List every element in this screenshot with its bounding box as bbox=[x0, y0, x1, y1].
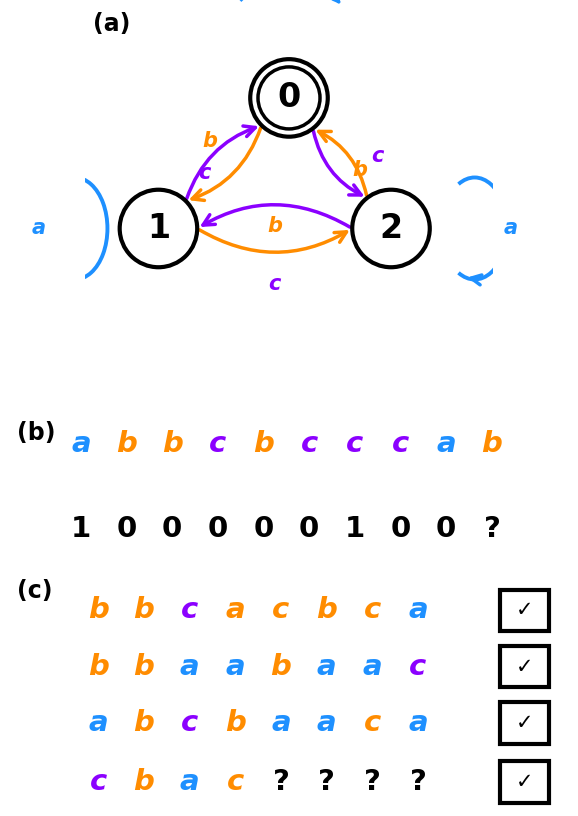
Text: (a): (a) bbox=[93, 12, 131, 36]
Text: a: a bbox=[317, 709, 336, 737]
Text: c: c bbox=[269, 274, 281, 295]
Text: c: c bbox=[392, 430, 409, 458]
Bar bbox=[500, 702, 549, 744]
Text: b: b bbox=[203, 131, 218, 152]
Text: b: b bbox=[267, 215, 282, 236]
Text: 1: 1 bbox=[147, 212, 170, 245]
Text: 1: 1 bbox=[71, 515, 91, 543]
Text: c: c bbox=[198, 162, 211, 183]
Text: ✓: ✓ bbox=[516, 657, 533, 676]
Text: ✓: ✓ bbox=[516, 772, 533, 792]
Text: a: a bbox=[180, 768, 199, 796]
Bar bbox=[500, 589, 549, 632]
Text: 0: 0 bbox=[299, 515, 320, 543]
Text: c: c bbox=[227, 768, 244, 796]
Text: (b): (b) bbox=[17, 421, 56, 445]
Text: b: b bbox=[116, 430, 137, 458]
Text: b: b bbox=[225, 709, 246, 737]
Text: b: b bbox=[88, 653, 109, 681]
Text: b: b bbox=[253, 430, 274, 458]
Text: 2: 2 bbox=[379, 212, 402, 245]
Text: c: c bbox=[364, 709, 381, 737]
Text: a: a bbox=[271, 709, 291, 737]
Text: ✓: ✓ bbox=[516, 713, 533, 733]
Text: ?: ? bbox=[272, 768, 290, 796]
Text: c: c bbox=[272, 596, 290, 624]
Bar bbox=[500, 761, 549, 803]
Text: b: b bbox=[134, 709, 154, 737]
Text: 1: 1 bbox=[344, 515, 365, 543]
Text: a: a bbox=[436, 430, 456, 458]
Text: b: b bbox=[88, 596, 109, 624]
Text: 0: 0 bbox=[277, 82, 301, 114]
Bar bbox=[500, 646, 549, 687]
Text: c: c bbox=[346, 430, 364, 458]
Circle shape bbox=[120, 190, 197, 268]
Text: a: a bbox=[225, 653, 245, 681]
Text: a: a bbox=[32, 219, 46, 238]
Text: b: b bbox=[481, 430, 502, 458]
Text: b: b bbox=[134, 653, 154, 681]
Text: ✓: ✓ bbox=[516, 601, 533, 620]
Text: c: c bbox=[90, 768, 107, 796]
Text: a: a bbox=[180, 653, 199, 681]
Text: a: a bbox=[71, 430, 91, 458]
Circle shape bbox=[352, 190, 430, 268]
Text: c: c bbox=[364, 596, 381, 624]
Text: 0: 0 bbox=[116, 515, 137, 543]
Circle shape bbox=[250, 60, 328, 137]
Text: ?: ? bbox=[409, 768, 427, 796]
Text: c: c bbox=[301, 430, 318, 458]
Text: b: b bbox=[353, 160, 368, 180]
Text: 0: 0 bbox=[436, 515, 457, 543]
Text: b: b bbox=[162, 430, 183, 458]
Text: a: a bbox=[503, 219, 517, 238]
Text: a: a bbox=[408, 709, 428, 737]
Text: c: c bbox=[371, 146, 383, 166]
Text: a: a bbox=[225, 596, 245, 624]
Text: ?: ? bbox=[364, 768, 381, 796]
Text: b: b bbox=[134, 596, 154, 624]
Text: (c): (c) bbox=[17, 579, 53, 602]
Text: c: c bbox=[181, 596, 198, 624]
Text: 0: 0 bbox=[162, 515, 183, 543]
Text: c: c bbox=[209, 430, 227, 458]
Text: ?: ? bbox=[483, 515, 501, 543]
Text: 0: 0 bbox=[390, 515, 411, 543]
Text: a: a bbox=[408, 596, 428, 624]
Text: c: c bbox=[181, 709, 198, 737]
Text: 0: 0 bbox=[208, 515, 228, 543]
Text: 0: 0 bbox=[253, 515, 274, 543]
Text: b: b bbox=[316, 596, 337, 624]
Text: c: c bbox=[409, 653, 427, 681]
Text: a: a bbox=[317, 653, 336, 681]
Text: b: b bbox=[271, 653, 291, 681]
Text: ?: ? bbox=[318, 768, 335, 796]
Text: a: a bbox=[88, 709, 108, 737]
Text: b: b bbox=[134, 768, 154, 796]
Text: a: a bbox=[362, 653, 382, 681]
